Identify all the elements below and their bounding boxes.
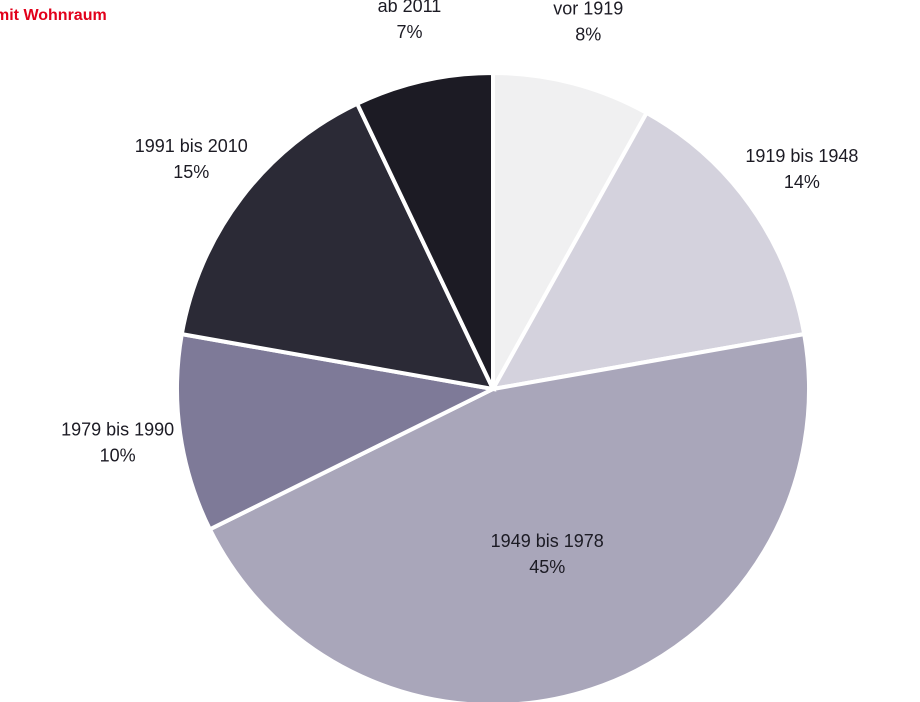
pie-slice bbox=[491, 70, 650, 397]
slice-value-label: 15% bbox=[173, 162, 209, 182]
slice-value-label: 45% bbox=[529, 557, 565, 577]
slice-label: 1979 bis 1990 bbox=[61, 420, 174, 440]
slice-value-label: 8% bbox=[575, 25, 601, 45]
slice-value-label: 10% bbox=[100, 446, 136, 466]
pie-slice bbox=[354, 70, 495, 390]
pie-slice bbox=[179, 101, 497, 392]
slice-label: 1949 bis 1978 bbox=[491, 531, 604, 551]
slice-label: 1919 bis 1948 bbox=[745, 146, 858, 166]
slice-label: 1991 bis 2010 bbox=[135, 136, 248, 156]
slice-label: vor 1919 bbox=[553, 0, 623, 19]
slice-value-label: 14% bbox=[784, 172, 820, 192]
pie-slice bbox=[489, 110, 807, 392]
pie-slice bbox=[207, 331, 811, 702]
chart-title: mit Wohnraum bbox=[0, 7, 107, 24]
slice-value-label: 7% bbox=[396, 22, 422, 42]
pie-slice bbox=[175, 331, 500, 533]
slice-label: ab 2011 bbox=[378, 0, 442, 16]
